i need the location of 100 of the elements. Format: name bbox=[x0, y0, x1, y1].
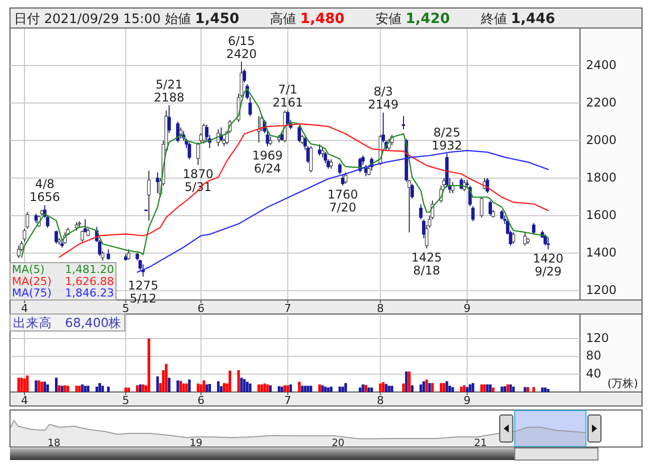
bar bbox=[205, 384, 208, 392]
series-label: MA(25) bbox=[12, 274, 52, 288]
bar bbox=[468, 384, 472, 392]
candlestick bbox=[512, 232, 516, 244]
candlestick bbox=[156, 172, 160, 194]
bar bbox=[246, 382, 249, 392]
bar bbox=[280, 386, 284, 392]
bar bbox=[364, 384, 368, 392]
bar bbox=[318, 384, 321, 392]
annotation: 1,481.20 bbox=[65, 263, 114, 276]
y-tick-label: 1400 bbox=[586, 245, 617, 260]
bar bbox=[480, 384, 483, 392]
bar bbox=[64, 385, 66, 392]
annotation: 7/1 2161 bbox=[272, 82, 304, 110]
x-tick-label: 9 bbox=[464, 394, 471, 407]
x-tick-label: 8 bbox=[376, 394, 384, 407]
bar bbox=[512, 386, 515, 392]
text: MA(75) bbox=[12, 286, 52, 300]
bar bbox=[34, 380, 38, 392]
bar bbox=[66, 386, 70, 392]
candlestick bbox=[196, 142, 200, 166]
candlestick bbox=[329, 158, 333, 170]
bar bbox=[442, 383, 446, 392]
candlestick bbox=[202, 123, 206, 144]
bar bbox=[486, 384, 489, 392]
bar bbox=[405, 371, 408, 392]
candlestick bbox=[100, 250, 104, 262]
candlestick bbox=[318, 144, 322, 156]
bar bbox=[341, 386, 344, 392]
y-axis-title: (万株) bbox=[607, 377, 638, 390]
bar bbox=[408, 371, 411, 392]
x-tick-label: 4 bbox=[20, 302, 28, 315]
bar bbox=[384, 384, 388, 392]
bar bbox=[185, 384, 188, 392]
bar bbox=[390, 386, 394, 392]
bar bbox=[26, 376, 29, 392]
x-tick-label: 7 bbox=[284, 302, 292, 315]
bar bbox=[81, 384, 84, 392]
y-tick-label: 1200 bbox=[586, 282, 617, 297]
candlestick bbox=[480, 196, 484, 218]
bar bbox=[86, 386, 90, 392]
bar bbox=[492, 388, 494, 392]
bar bbox=[402, 384, 405, 392]
bar bbox=[500, 386, 504, 392]
bar bbox=[428, 383, 431, 392]
bar bbox=[509, 384, 512, 392]
candlestick bbox=[544, 234, 547, 246]
bar bbox=[440, 383, 442, 392]
bar bbox=[466, 387, 468, 392]
candlestick bbox=[167, 104, 171, 134]
bar bbox=[304, 386, 306, 392]
bar bbox=[472, 383, 474, 392]
bar bbox=[258, 384, 260, 392]
bar bbox=[422, 381, 426, 392]
candlestick bbox=[188, 142, 192, 160]
x-tick-label: 5 bbox=[122, 394, 130, 407]
bar bbox=[321, 385, 324, 392]
x-tick-label: 6 bbox=[197, 394, 204, 407]
annotation: 1,626.88 bbox=[65, 274, 114, 288]
bar bbox=[38, 380, 40, 392]
bar bbox=[358, 388, 362, 392]
y-tick-label: 1800 bbox=[586, 170, 617, 184]
annotation: 1425 8/18 bbox=[411, 250, 442, 278]
y-tick-label: 2400 bbox=[586, 58, 617, 72]
bar bbox=[298, 382, 301, 392]
bar bbox=[202, 380, 206, 392]
bar bbox=[124, 388, 128, 392]
bar bbox=[78, 386, 81, 392]
bar bbox=[58, 385, 60, 392]
bar bbox=[98, 383, 101, 392]
bar bbox=[179, 380, 182, 392]
bar bbox=[243, 379, 246, 392]
x-tick-label: 8 bbox=[376, 302, 384, 315]
y-tick-label: 2000 bbox=[586, 132, 617, 147]
bar bbox=[237, 370, 240, 392]
candlestick bbox=[16, 245, 20, 258]
bar bbox=[188, 380, 191, 392]
bar bbox=[544, 388, 547, 392]
bar bbox=[266, 384, 269, 392]
bar bbox=[483, 384, 486, 392]
bar bbox=[289, 384, 292, 392]
candlestick bbox=[147, 170, 151, 222]
bar bbox=[101, 386, 104, 392]
candlestick bbox=[84, 218, 87, 233]
bar bbox=[240, 378, 243, 392]
series-label: MA(5) bbox=[12, 263, 45, 276]
candlestick bbox=[422, 218, 426, 239]
candlestick bbox=[341, 174, 344, 186]
y-tick-label: 80 bbox=[586, 348, 602, 363]
y-tick-label: 40 bbox=[586, 366, 602, 380]
bar bbox=[127, 388, 130, 392]
bar bbox=[54, 378, 58, 392]
candlestick bbox=[309, 146, 313, 173]
chart-title: 出来高 68,400株 bbox=[13, 315, 122, 330]
bar bbox=[138, 384, 142, 392]
candlestick bbox=[486, 178, 490, 194]
x-tick-label: 7 bbox=[284, 394, 292, 407]
x-tick-label: 4 bbox=[20, 394, 28, 407]
candlestick bbox=[242, 68, 246, 83]
bar bbox=[284, 385, 286, 392]
